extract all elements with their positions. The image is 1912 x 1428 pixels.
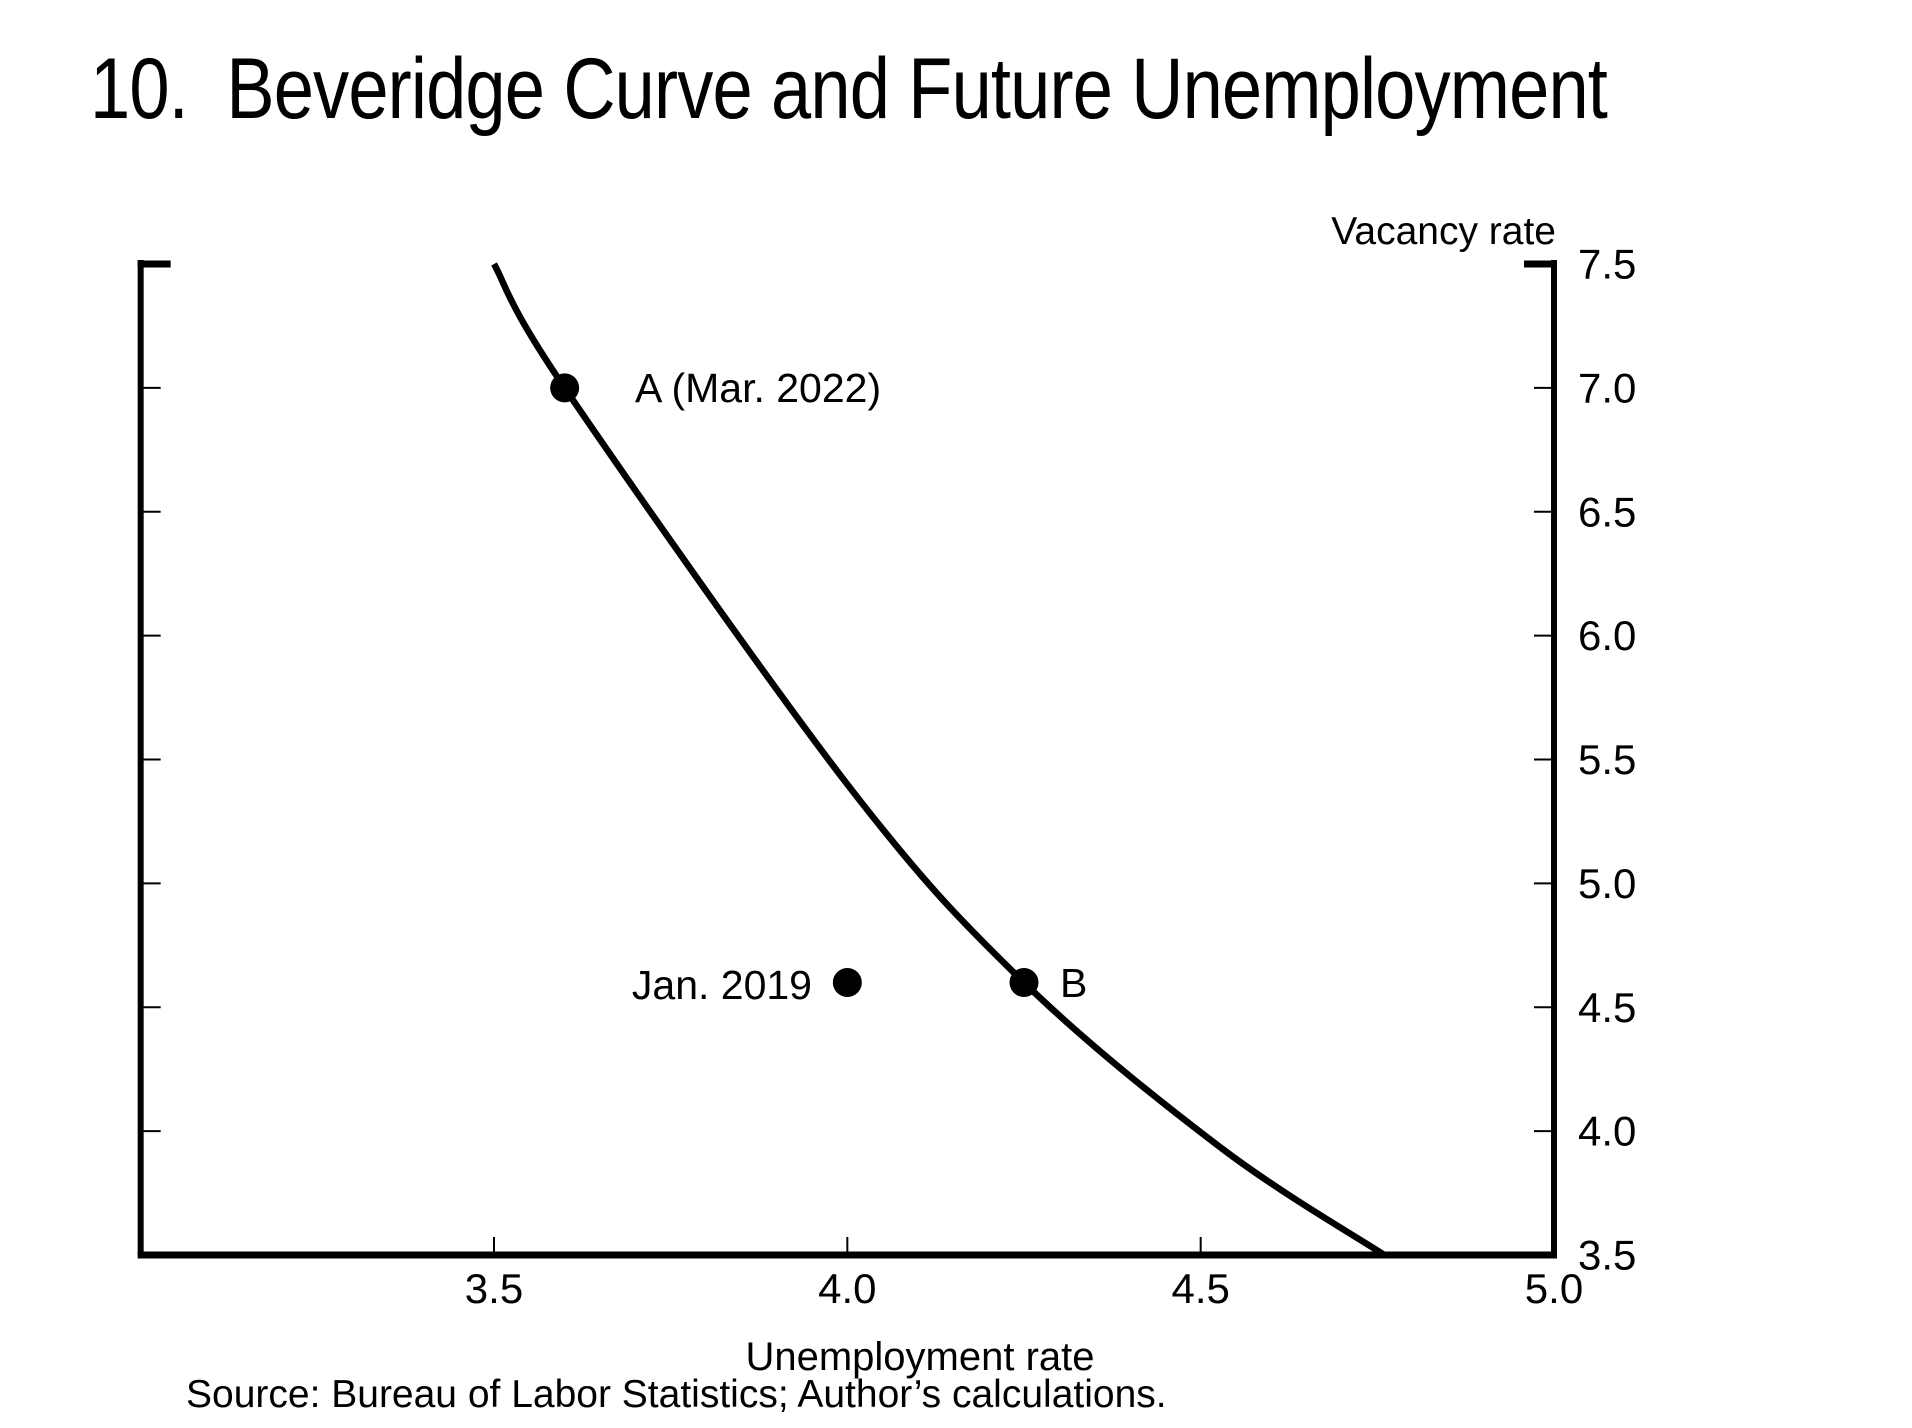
beveridge-curve	[491, 262, 1387, 1258]
x-tick-label: 5.0	[1525, 1265, 1583, 1312]
data-point-a	[550, 373, 580, 403]
y-axis-title: Vacancy rate	[1331, 210, 1556, 253]
y-tick-label: 7.5	[1578, 241, 1636, 288]
y-tick-label: 6.0	[1578, 612, 1636, 659]
y-tick-label: 5.0	[1578, 860, 1636, 907]
x-tick-label: 4.0	[818, 1265, 876, 1312]
point-label-jan-2019: Jan. 2019	[631, 962, 812, 1008]
y-tick-label: 5.5	[1578, 736, 1636, 783]
x-tick-label: 3.5	[465, 1265, 523, 1312]
source-note: Source: Bureau of Labor Statistics; Auth…	[186, 1373, 1167, 1416]
y-tick-label: 4.5	[1578, 984, 1636, 1031]
x-axis-title: Unemployment rate	[745, 1335, 1095, 1379]
point-label-a: A (Mar. 2022)	[635, 365, 882, 411]
data-point-jan-2019	[832, 967, 862, 997]
x-tick-label: 4.5	[1171, 1265, 1229, 1312]
slide-title: 10. Beveridge Curve and Future Unemploym…	[90, 41, 1608, 137]
y-tick-label: 6.5	[1578, 488, 1636, 535]
y-tick-label: 7.0	[1578, 364, 1636, 411]
point-label-b: B	[1060, 960, 1088, 1006]
y-tick-label: 4.0	[1578, 1108, 1636, 1155]
y-tick-label: 3.5	[1578, 1232, 1636, 1279]
data-point-b	[1009, 967, 1039, 997]
